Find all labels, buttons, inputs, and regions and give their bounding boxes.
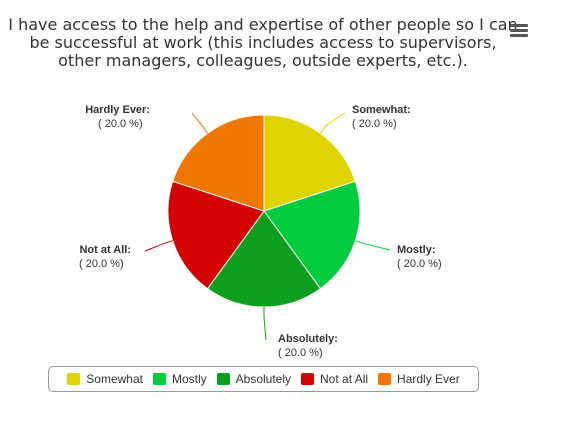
connector-line <box>144 240 173 252</box>
legend-swatch <box>216 373 230 385</box>
legend-item-mostly[interactable]: Mostly <box>152 372 207 386</box>
legend-label: Hardly Ever <box>397 372 460 386</box>
legend-label: Somewhat <box>86 372 143 386</box>
slice-value-label: ( 20.0 %) <box>98 118 143 130</box>
legend-label: Not at All <box>320 372 369 386</box>
connector-line <box>191 112 209 134</box>
pie-slice-not-at-all[interactable] <box>167 180 265 290</box>
chart-legend: Somewhat Mostly Absolutely Not at All Hardly… <box>48 366 479 392</box>
pie-slice-somewhat[interactable] <box>263 114 356 212</box>
slice-label: Somewhat: <box>352 104 411 116</box>
chart-title: I have access to the help and expertise … <box>8 16 518 70</box>
legend-swatch <box>67 373 81 385</box>
slice-value-label: ( 20.0 %) <box>352 118 397 130</box>
slice-value-label: ( 20.0 %) <box>397 258 442 270</box>
connector-line <box>319 112 346 134</box>
slice-label: Absolutely: <box>278 333 338 345</box>
slice-label: Mostly: <box>397 244 436 256</box>
hamburger-menu-icon[interactable] <box>510 24 528 38</box>
slice-label: Not at All: <box>79 244 131 256</box>
pie-slice-hardly-ever[interactable] <box>172 114 265 212</box>
legend-item-somewhat[interactable]: Somewhat <box>67 372 143 386</box>
legend-swatch <box>301 373 315 385</box>
slice-label: Hardly Ever: <box>85 104 150 116</box>
chart-title-line-1: I have access to the help and expertise … <box>8 15 518 34</box>
pie-slice-mostly[interactable] <box>263 180 361 290</box>
legend-swatch <box>378 373 392 385</box>
connector-line <box>355 240 391 251</box>
slice-value-label: ( 20.0 %) <box>278 347 323 359</box>
legend-label: Absolutely <box>235 372 292 386</box>
chart-title-line-2: be successful at work (this includes acc… <box>29 33 497 52</box>
legend-item-absolutely[interactable]: Absolutely <box>216 372 292 386</box>
legend-item-hardly-ever[interactable]: Hardly Ever <box>378 372 460 386</box>
pie-slice-absolutely[interactable] <box>206 210 322 308</box>
chart-title-line-3: other managers, colleagues, outside expe… <box>58 51 468 70</box>
legend-swatch <box>152 373 166 385</box>
legend-item-not-at-all[interactable]: Not at All <box>301 372 368 386</box>
legend-label: Mostly <box>171 372 207 386</box>
slice-value-label: ( 20.0 %) <box>79 258 124 270</box>
connector-line <box>263 307 267 341</box>
